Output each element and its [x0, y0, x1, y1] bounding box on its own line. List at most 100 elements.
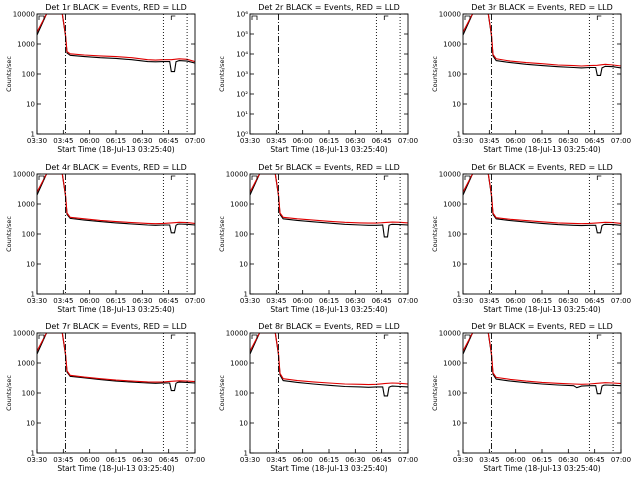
- y-tick-label: 1000: [443, 201, 461, 209]
- y-tick-label: 100: [448, 390, 461, 398]
- y-tick-label: 1000: [443, 41, 461, 49]
- y-tick-label: 10000: [226, 171, 248, 179]
- x-tick-label: 03:45: [266, 137, 286, 145]
- y-tick-label: 10: [452, 261, 461, 269]
- bracket-marker-left: [38, 15, 45, 20]
- chart-title: Det 6r BLACK = Events, RED = LLD: [471, 163, 613, 172]
- x-tick-label: 06:00: [293, 137, 313, 145]
- chart-title: Det 2r BLACK = Events, RED = LLD: [258, 3, 400, 12]
- x-tick-label: 06:00: [506, 137, 526, 145]
- x-tick-label: 06:45: [159, 137, 179, 145]
- x-axis-label: Start Time (18-Jul-13 03:25:40): [57, 305, 174, 314]
- x-tick-label: 03:45: [479, 456, 499, 464]
- x-tick-label: 06:00: [506, 456, 526, 464]
- y-tick-label: 100: [235, 231, 248, 239]
- x-tick-label: 06:00: [80, 297, 100, 305]
- series-line-events: [463, 333, 621, 395]
- y-tick-label: 1: [457, 131, 461, 139]
- x-tick-label: 06:45: [159, 456, 179, 464]
- x-axis-label: Start Time (18-Jul-13 03:25:40): [270, 464, 387, 473]
- bracket-marker-right: [170, 175, 176, 180]
- y-axis-label: Counts/sec: [218, 216, 226, 252]
- y-tick-label: 1000: [443, 360, 461, 368]
- x-tick-label: 06:15: [319, 297, 339, 305]
- x-tick-label: 06:30: [558, 297, 578, 305]
- x-tick-label: 06:15: [532, 456, 552, 464]
- y-tick-label: 1000: [230, 201, 248, 209]
- x-tick-label: 03:45: [266, 456, 286, 464]
- series-line-lld: [463, 174, 621, 225]
- x-tick-label: 06:00: [293, 456, 313, 464]
- plot-area: [463, 14, 621, 76]
- x-tick-label: 03:45: [53, 137, 73, 145]
- x-tick-label: 03:30: [453, 297, 473, 305]
- y-tick-label: 1: [244, 291, 248, 299]
- y-tick-label: 10: [239, 420, 248, 428]
- chart-title: Det 7r BLACK = Events, RED = LLD: [45, 322, 187, 331]
- x-tick-label: 06:15: [532, 297, 552, 305]
- x-tick-label: 07:00: [398, 297, 418, 305]
- x-tick-label: 06:15: [106, 456, 126, 464]
- y-tick-label: 10000: [439, 11, 461, 19]
- x-tick-label: 03:45: [53, 297, 73, 305]
- chart-panel-2: Det 2r BLACK = Events, RED = LLD 10⁰ 10¹ 10…: [218, 3, 418, 154]
- chart-title: Det 5r BLACK = Events, RED = LLD: [258, 163, 400, 172]
- y-tick-label: 100: [22, 231, 35, 239]
- chart-panel-4: Det 4r BLACK = Events, RED = LLD 1 10 100 10…: [5, 163, 205, 314]
- y-axis-label: Counts/sec: [218, 375, 226, 411]
- y-tick-label: 10¹: [236, 111, 248, 119]
- chart-panel-3: Det 3r BLACK = Events, RED = LLD 1 10 100 10…: [431, 3, 631, 154]
- bracket-marker-right: [383, 15, 389, 20]
- plot-area: [463, 174, 621, 234]
- chart-title: Det 4r BLACK = Events, RED = LLD: [45, 163, 187, 172]
- chart-title: Det 3r BLACK = Events, RED = LLD: [471, 3, 613, 12]
- y-tick-label: 10: [452, 420, 461, 428]
- x-tick-label: 06:15: [319, 456, 339, 464]
- y-tick-label: 10: [239, 261, 248, 269]
- y-axis-label: Counts/sec: [431, 375, 439, 411]
- x-tick-label: 07:00: [611, 137, 631, 145]
- series-line-events: [463, 14, 621, 76]
- x-tick-label: 03:30: [27, 297, 47, 305]
- x-tick-label: 07:00: [611, 456, 631, 464]
- x-tick-label: 06:00: [80, 456, 100, 464]
- x-tick-label: 06:15: [532, 137, 552, 145]
- y-axis-label: Counts/sec: [431, 56, 439, 92]
- x-axis-label: Start Time (18-Jul-13 03:25:40): [483, 464, 600, 473]
- y-tick-label: 10⁴: [236, 51, 248, 59]
- x-tick-label: 03:30: [453, 137, 473, 145]
- x-tick-label: 06:30: [345, 297, 365, 305]
- x-tick-label: 06:00: [293, 297, 313, 305]
- y-tick-label: 10: [452, 101, 461, 109]
- y-axis-label: Counts/sec: [5, 375, 13, 411]
- y-tick-label: 10³: [236, 71, 248, 79]
- y-tick-label: 10: [26, 261, 35, 269]
- axes-box: [36, 332, 196, 454]
- x-tick-label: 06:45: [585, 137, 605, 145]
- x-tick-label: 06:45: [159, 297, 179, 305]
- series-line-lld: [463, 14, 621, 67]
- series-line-lld: [250, 174, 408, 224]
- series-line-events: [37, 174, 195, 234]
- chart-panel-9: Det 9r BLACK = Events, RED = LLD 1 10 100 10…: [431, 322, 631, 473]
- y-tick-label: 10: [26, 101, 35, 109]
- series-line-lld: [37, 14, 195, 63]
- bracket-marker-right: [596, 15, 602, 20]
- x-tick-label: 03:30: [240, 137, 260, 145]
- bracket-marker-left: [464, 334, 471, 339]
- x-tick-label: 06:30: [558, 456, 578, 464]
- y-tick-label: 1: [31, 291, 35, 299]
- x-tick-label: 06:00: [506, 297, 526, 305]
- y-tick-label: 10000: [13, 11, 35, 19]
- x-tick-label: 06:30: [345, 137, 365, 145]
- series-line-events: [37, 14, 195, 73]
- x-axis-label: Start Time (18-Jul-13 03:25:40): [270, 305, 387, 314]
- y-tick-label: 1000: [17, 360, 35, 368]
- bracket-marker-left: [251, 334, 258, 339]
- bracket-marker-right: [383, 175, 389, 180]
- series-line-events: [463, 174, 621, 234]
- series-line-lld: [37, 333, 195, 383]
- x-tick-label: 06:45: [372, 137, 392, 145]
- y-tick-label: 10000: [13, 171, 35, 179]
